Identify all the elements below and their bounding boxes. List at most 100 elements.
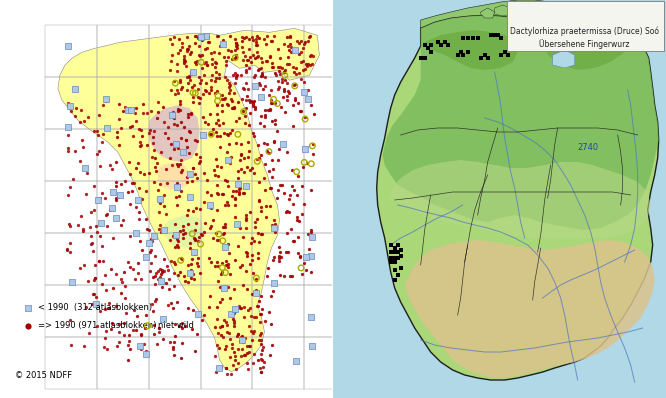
Point — [270, 70, 280, 76]
Point — [170, 80, 180, 86]
Point — [192, 174, 202, 181]
Point — [131, 204, 141, 211]
Point — [121, 309, 131, 316]
Bar — [200, 181, 252, 233]
Point — [253, 53, 264, 59]
Point — [255, 73, 266, 80]
Point — [153, 267, 163, 274]
Point — [288, 238, 298, 244]
Point — [163, 302, 173, 308]
Point — [196, 76, 206, 83]
Point — [236, 96, 247, 102]
Point — [234, 302, 244, 309]
Point — [306, 342, 317, 349]
Point — [165, 339, 175, 345]
Point — [193, 311, 204, 317]
Point — [174, 79, 185, 85]
Point — [170, 91, 180, 98]
Bar — [97, 233, 149, 285]
Point — [296, 182, 307, 189]
Point — [141, 142, 152, 148]
Point — [155, 222, 166, 228]
Point — [242, 343, 253, 349]
Bar — [45, 129, 97, 181]
Point — [81, 164, 91, 170]
Point — [275, 272, 286, 279]
Point — [124, 338, 135, 344]
Point — [172, 122, 182, 128]
Point — [199, 60, 210, 66]
Point — [183, 305, 194, 311]
Point — [222, 157, 233, 164]
Point — [281, 230, 292, 236]
Point — [132, 313, 143, 320]
Point — [166, 300, 176, 306]
Point — [246, 257, 257, 263]
Point — [296, 265, 306, 271]
Point — [462, 49, 473, 55]
Point — [141, 351, 151, 357]
Point — [165, 258, 176, 264]
Point — [176, 169, 186, 175]
Point — [254, 82, 265, 88]
Point — [240, 113, 251, 120]
Point — [149, 233, 159, 240]
Point — [306, 160, 316, 167]
Point — [252, 158, 262, 164]
Point — [254, 337, 264, 343]
Point — [155, 181, 165, 187]
Point — [146, 259, 157, 266]
Point — [111, 129, 122, 135]
Point — [171, 232, 182, 238]
Polygon shape — [521, 2, 535, 12]
Point — [212, 133, 222, 139]
Point — [144, 227, 155, 234]
Text: © 2015 NDFF: © 2015 NDFF — [15, 371, 72, 380]
Point — [229, 310, 240, 316]
Point — [238, 84, 248, 91]
Point — [214, 122, 224, 129]
Point — [174, 161, 185, 167]
Point — [151, 296, 161, 302]
Point — [199, 72, 210, 78]
Point — [386, 242, 396, 248]
Point — [230, 306, 240, 312]
Point — [186, 178, 197, 184]
Point — [253, 254, 264, 261]
Point — [182, 212, 192, 218]
Point — [192, 35, 203, 41]
Point — [255, 355, 266, 362]
Point — [220, 343, 231, 349]
Point — [95, 163, 106, 170]
Point — [304, 252, 314, 259]
Point — [239, 190, 250, 196]
Point — [295, 107, 306, 114]
Point — [256, 73, 267, 79]
Point — [228, 104, 238, 111]
Point — [238, 336, 248, 342]
Point — [236, 353, 246, 359]
Point — [210, 230, 221, 236]
Point — [462, 35, 473, 41]
Point — [515, 29, 526, 35]
Bar — [149, 129, 200, 181]
Point — [274, 64, 285, 70]
Bar — [97, 181, 149, 233]
Point — [282, 80, 293, 86]
Bar — [200, 233, 252, 285]
Point — [240, 53, 250, 59]
Point — [229, 256, 240, 263]
Point — [90, 261, 101, 268]
Point — [292, 37, 302, 44]
Point — [135, 238, 146, 244]
Point — [306, 187, 316, 193]
Point — [102, 211, 113, 217]
Point — [165, 36, 175, 42]
Text: niet wild: niet wild — [158, 321, 194, 330]
Point — [147, 238, 157, 244]
Point — [239, 35, 250, 41]
Point — [182, 48, 192, 55]
Point — [85, 209, 96, 216]
Point — [476, 55, 486, 61]
Point — [238, 304, 249, 310]
